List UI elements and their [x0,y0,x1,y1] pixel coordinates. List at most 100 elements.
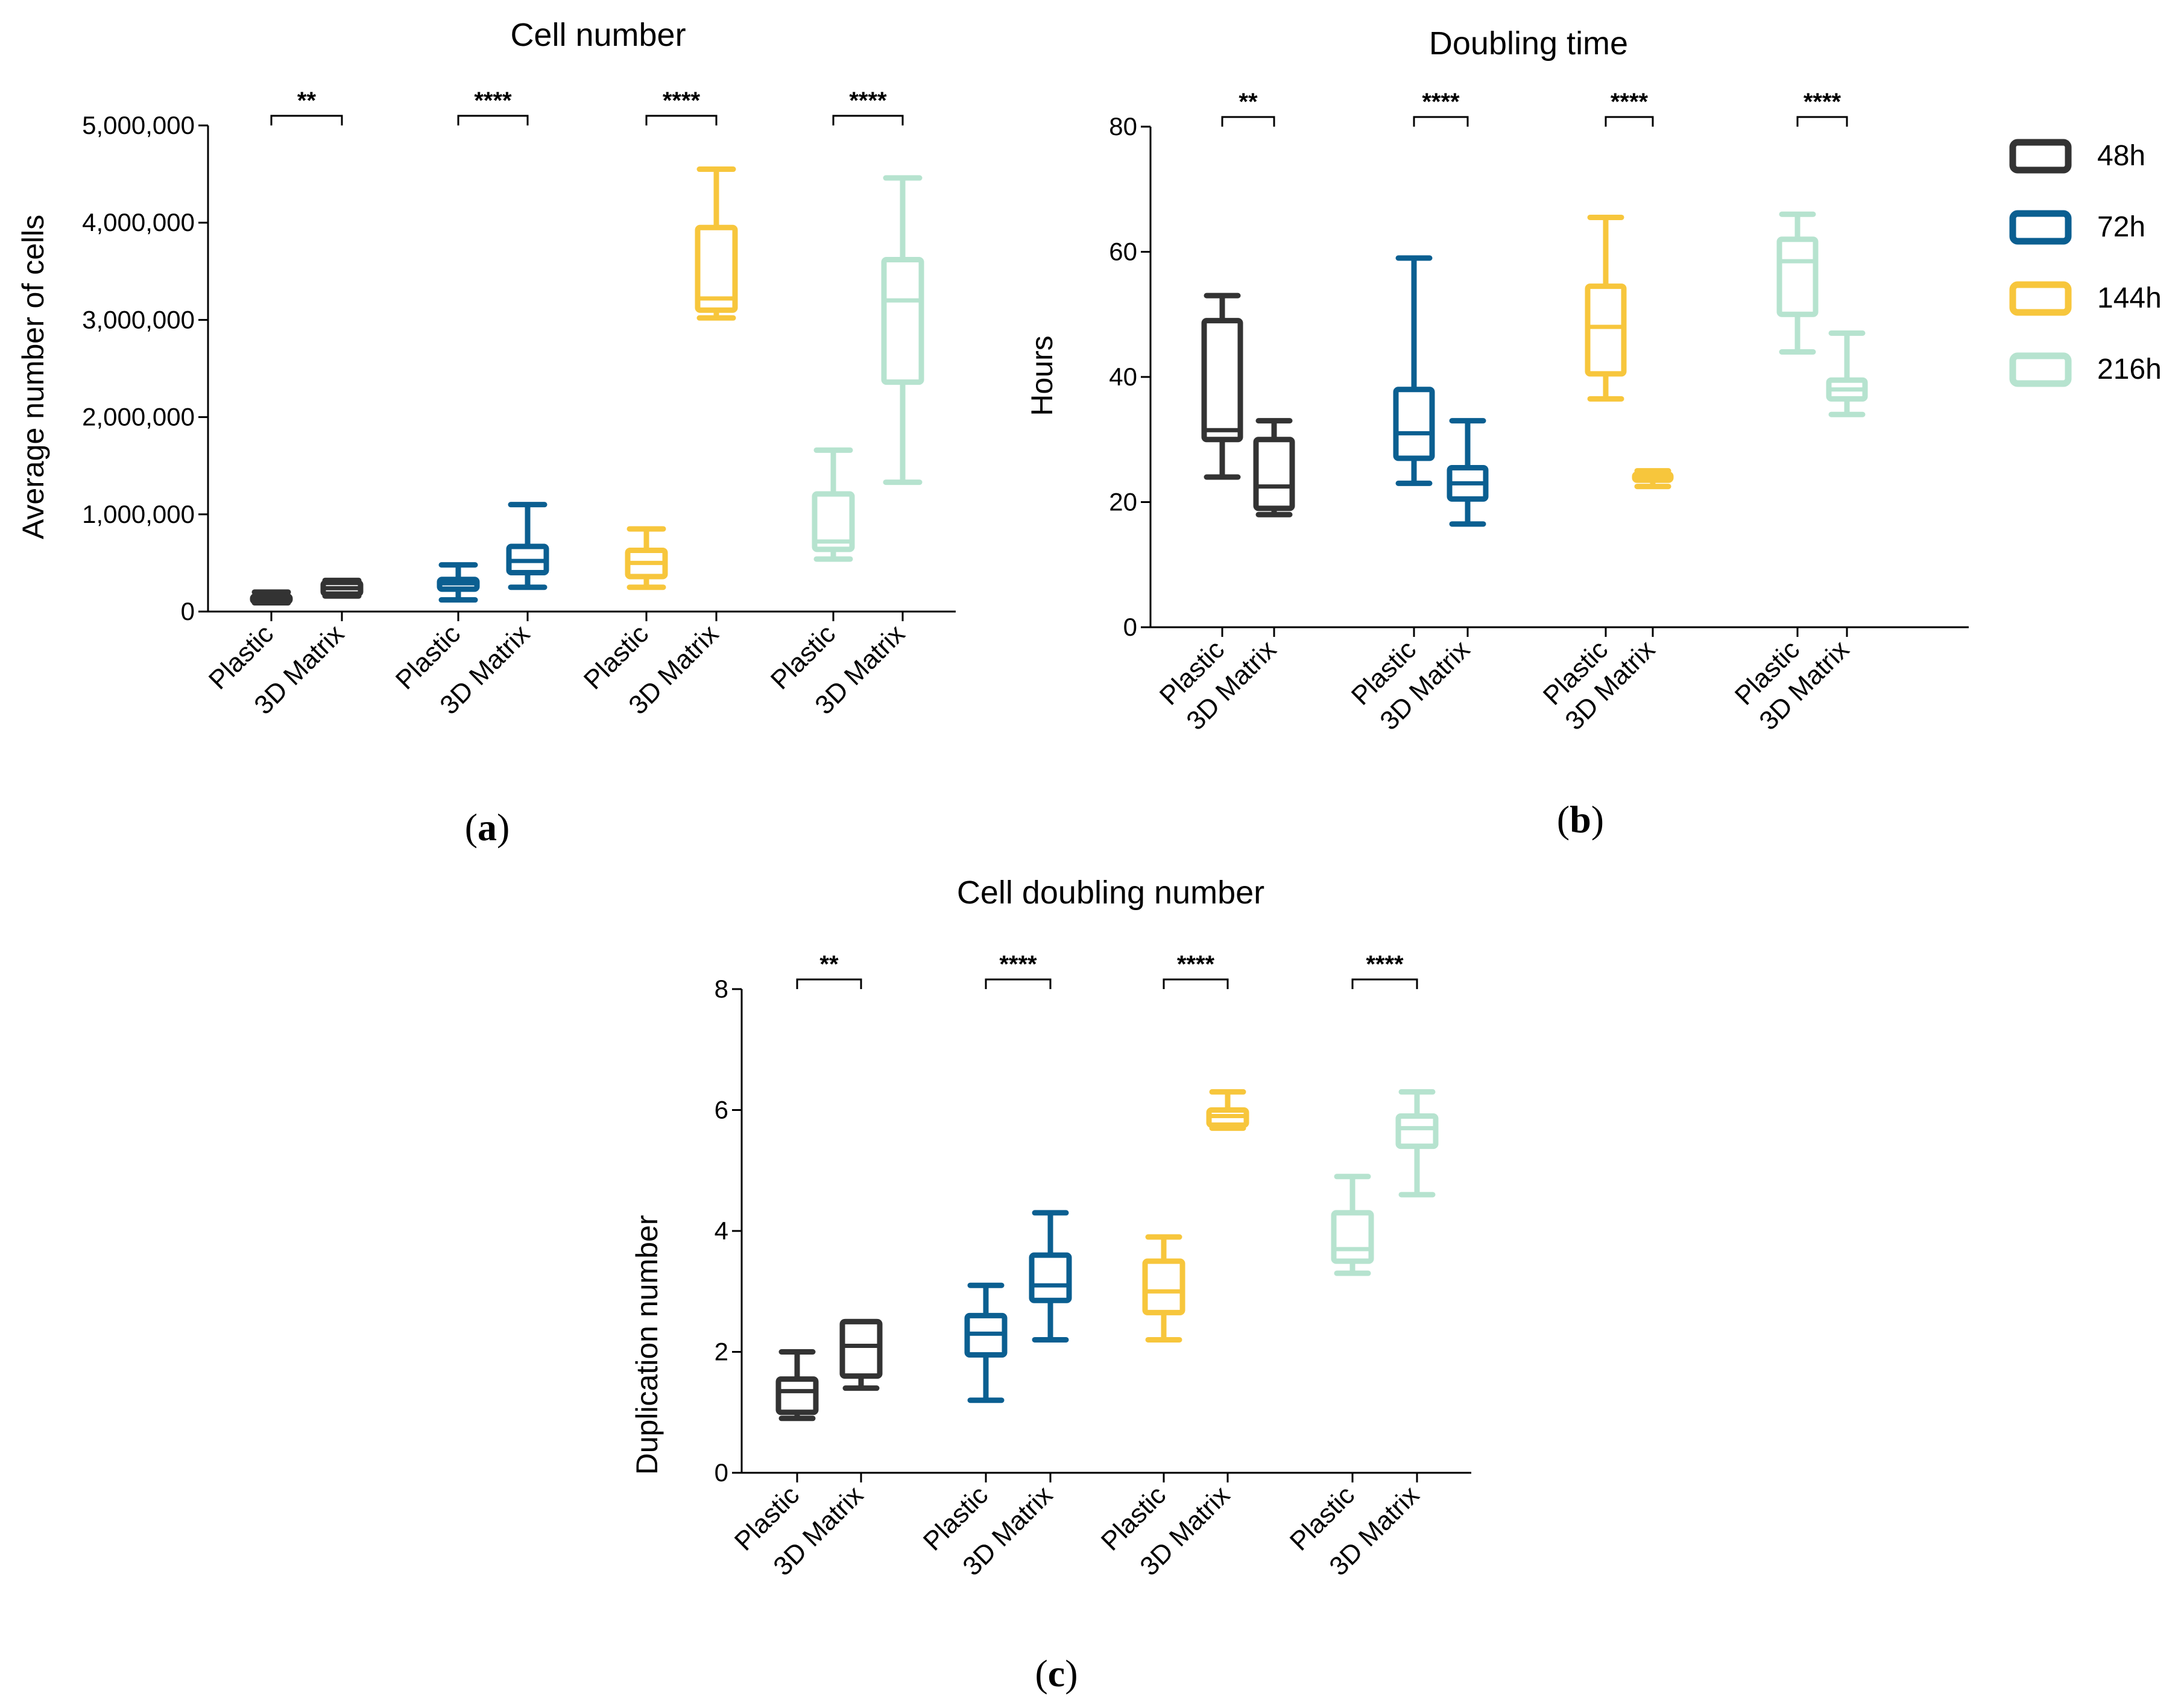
panel-a-cell-number: Cell number Average number of cells 0 1,0… [16,17,956,849]
significance-bracket [457,115,529,125]
y-tick-label: 0 [1123,613,1137,641]
panel-a-axes: 0 1,000,000 2,000,000 3,000,000 4,000,000 5,0… [82,111,956,720]
box-iqr [1395,1113,1439,1150]
box-group-48h: ** [1201,89,1295,517]
box-group-216h: **** [812,87,924,562]
box-48h-3d-matrix [1253,418,1295,517]
box-72h-3d-matrix [1029,1210,1072,1343]
significance-label: **** [999,951,1037,978]
panel-a-caption: (a) [465,806,510,849]
box-216h-3d-matrix [1395,1089,1439,1198]
significance-bracket [1796,116,1848,127]
box-144h-plastic [1585,214,1627,402]
legend-label: 216h [2097,353,2162,385]
box-group-72h: **** [964,951,1072,1403]
box-iqr [1585,283,1627,377]
box-216h-plastic [1776,211,1819,355]
significance-label: **** [1177,951,1215,978]
y-tick-label: 0 [181,597,195,625]
legend-label: 144h [2097,282,2162,314]
panel-b-title: Doubling time [1429,25,1628,62]
box-iqr [1393,387,1435,461]
panel-b-boxes: ** **** **** **** [1201,89,1868,527]
panel-a-boxes: ** **** **** **** [250,87,924,606]
box-group-144h: **** [1142,951,1249,1343]
panel-b-caption: (b) [1557,798,1604,841]
y-tick-label: 20 [1109,488,1137,516]
panel-c-y-axis-title: Duplication number [630,1215,664,1475]
panel-a-title: Cell number [510,17,686,53]
y-tick-label: 4 [715,1216,728,1245]
box-144h-plastic [1142,1234,1185,1343]
panel-c-cell-doubling-number: Cell doubling number Duplication number … [630,875,1471,1695]
panel-c-boxes: ** **** **** **** [775,951,1439,1422]
box-iqr [812,491,855,552]
significance-label: **** [849,87,887,114]
significance-bracket [1351,978,1418,989]
box-group-72h: **** [1393,89,1489,527]
box-group-48h: ** [775,951,883,1422]
significance-label: ** [819,951,839,978]
legend-swatch [2009,210,2072,245]
significance-label: **** [1611,89,1649,115]
box-48h-3d-matrix [320,577,364,599]
legend-swatch [2009,352,2072,387]
box-group-72h: **** [437,87,549,603]
legend: 48h 72h 144h 216h [2009,139,2162,387]
box-72h-plastic [437,562,480,603]
box-iqr [1253,437,1295,511]
box-216h-plastic [812,447,855,562]
box-group-144h: **** [1585,89,1674,490]
panel-a-y-axis-title: Average number of cells [16,215,50,539]
significance-label: **** [1366,951,1404,978]
significance-bracket [1221,116,1275,127]
box-48h-plastic [250,589,293,606]
legend-item-72h: 72h [2009,210,2145,245]
significance-bracket [985,978,1052,989]
box-iqr [1142,1258,1185,1315]
box-48h-plastic [775,1349,819,1422]
box-216h-plastic [1331,1174,1374,1276]
panel-c-title: Cell doubling number [957,875,1264,911]
y-tick-label: 1,000,000 [82,500,195,528]
box-group-48h: ** [250,87,364,606]
box-iqr [695,224,738,313]
box-72h-3d-matrix [506,502,549,590]
y-tick-label: 3,000,000 [82,305,195,334]
box-72h-3d-matrix [1447,418,1489,527]
box-216h-3d-matrix [1826,330,1868,417]
box-144h-3d-matrix [1632,468,1674,490]
box-72h-plastic [964,1282,1008,1403]
y-tick-label: 80 [1109,112,1137,141]
box-48h-3d-matrix [839,1318,883,1391]
significance-bracket [645,115,718,125]
significance-bracket [1413,116,1469,127]
significance-bracket [796,978,862,989]
legend-label: 72h [2097,211,2145,243]
y-tick-label: 0 [715,1458,728,1487]
legend-swatch [2009,139,2072,174]
box-48h-plastic [1201,293,1243,480]
box-iqr [881,256,924,385]
y-tick-label: 2,000,000 [82,403,195,431]
box-iqr [1029,1252,1072,1303]
box-iqr [839,1318,883,1379]
significance-label: **** [1422,89,1460,115]
box-iqr [775,1376,819,1415]
box-group-216h: **** [1331,951,1439,1276]
legend-item-216h: 216h [2009,352,2162,387]
y-tick-label: 8 [715,975,728,1003]
box-144h-plastic [625,526,668,590]
significance-label: **** [663,87,701,114]
box-144h-3d-matrix [695,166,738,321]
significance-label: ** [1239,89,1258,115]
y-tick-label: 4,000,000 [82,208,195,236]
y-tick-label: 2 [715,1338,728,1366]
y-tick-label: 60 [1109,238,1137,266]
y-tick-label: 40 [1109,362,1137,391]
box-iqr [1331,1210,1374,1264]
significance-bracket [832,115,904,125]
box-144h-3d-matrix [1206,1089,1249,1131]
